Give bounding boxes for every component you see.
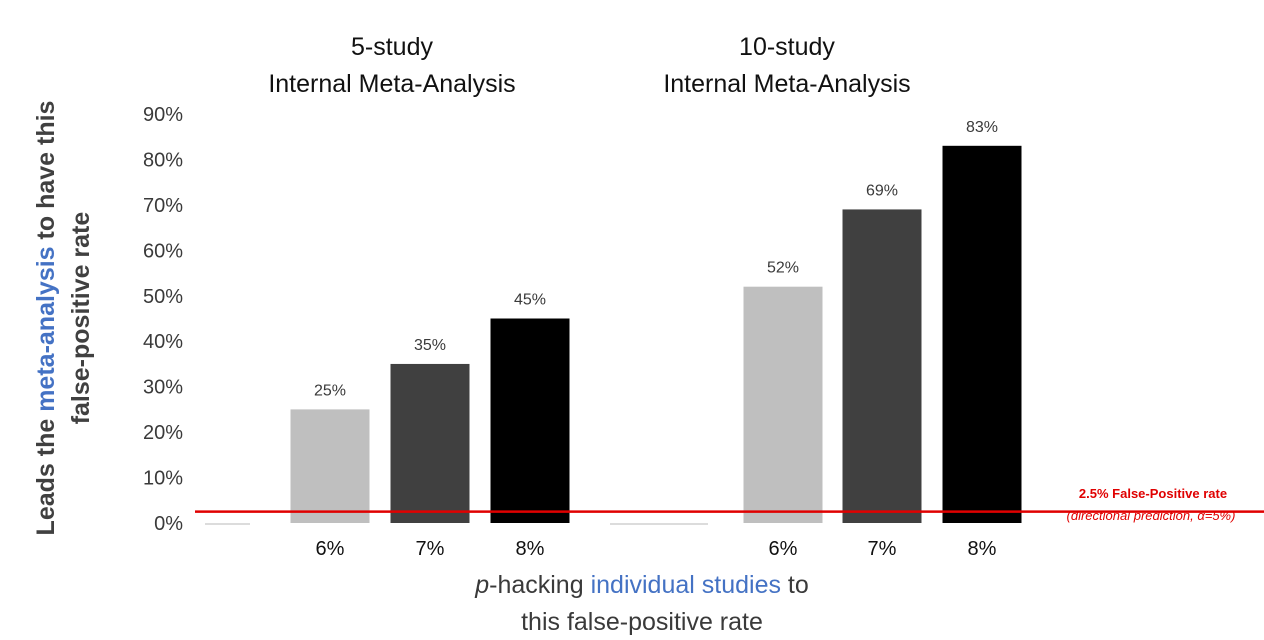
- data-label: 52%: [767, 260, 799, 277]
- x-tick-label: 8%: [516, 538, 545, 560]
- y-tick-label: 90%: [143, 104, 183, 126]
- x-axis-label-italic: p: [474, 571, 489, 599]
- data-label: 83%: [966, 119, 998, 136]
- y-tick-label: 60%: [143, 240, 183, 262]
- data-label: 35%: [414, 337, 446, 354]
- reference-line-sublabel: (directional prediction, α=5%): [1067, 508, 1236, 523]
- x-axis-label-highlight: individual studies: [591, 571, 781, 599]
- y-axis-label-line1: Leads the meta-analysis to have this: [32, 101, 60, 536]
- data-labels: 25% 35% 45% 52% 69% 83%: [314, 119, 998, 400]
- bar: [842, 209, 922, 523]
- y-tick-label: 10%: [143, 468, 183, 490]
- y-axis-label-line2: false-positive rate: [67, 212, 95, 425]
- y-axis-ticks: 0% 10% 20% 30% 40% 50% 60% 70% 80% 90%: [143, 104, 183, 535]
- x-axis-label-line1: p-hacking individual studies to: [474, 571, 809, 599]
- bar: [390, 363, 470, 523]
- x-axis-ticks: 6% 7% 8% 6% 7% 8%: [316, 538, 997, 560]
- y-tick-label: 80%: [143, 149, 183, 171]
- reference-line-label: 2.5% False-Positive rate: [1079, 486, 1227, 501]
- y-axis-label-pre: Leads the: [32, 412, 60, 536]
- y-axis-label-highlight: meta-analysis: [32, 246, 60, 411]
- y-tick-label: 20%: [143, 422, 183, 444]
- data-label: 25%: [314, 382, 346, 399]
- y-tick-label: 40%: [143, 331, 183, 353]
- x-tick-label: 7%: [868, 538, 897, 560]
- bar: [743, 286, 823, 523]
- bars: [290, 145, 1022, 524]
- bar: [490, 318, 570, 523]
- x-tick-label: 8%: [968, 538, 997, 560]
- group-1-title-line1: 5-study: [351, 33, 433, 61]
- x-axis-label-post: to: [781, 571, 809, 599]
- x-tick-label: 6%: [769, 538, 798, 560]
- y-tick-label: 50%: [143, 286, 183, 308]
- x-axis-label-pre: -hacking: [489, 571, 590, 599]
- group-2-title-line2: Internal Meta-Analysis: [663, 70, 910, 98]
- x-tick-label: 6%: [316, 538, 345, 560]
- x-axis-label-line2: this false-positive rate: [521, 608, 763, 636]
- x-tick-label: 7%: [416, 538, 445, 560]
- group-1-title-line2: Internal Meta-Analysis: [268, 70, 515, 98]
- data-label: 45%: [514, 292, 546, 309]
- y-tick-label: 30%: [143, 377, 183, 399]
- data-label: 69%: [866, 182, 898, 199]
- bar: [290, 409, 370, 523]
- y-tick-label: 70%: [143, 195, 183, 217]
- group-2-title-line1: 10-study: [739, 33, 835, 61]
- bar: [942, 145, 1022, 524]
- y-tick-label: 0%: [154, 513, 183, 535]
- y-axis-label-post: to have this: [32, 101, 60, 247]
